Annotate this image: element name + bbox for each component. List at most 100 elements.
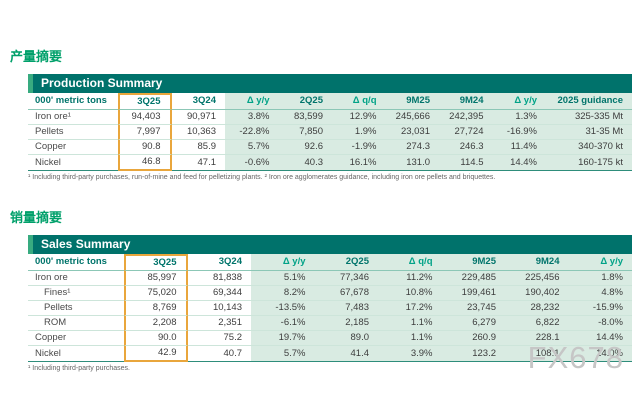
column-header: 3Q25 [124, 254, 188, 271]
table-row: Fines¹ 75,020 69,344 8.2% 67,678 10.8% 199,461… [28, 286, 632, 301]
value-cell: 81,838 [187, 271, 251, 286]
value-cell: 7,483 [314, 301, 378, 316]
value-cell: 1.3% [492, 110, 546, 125]
value-cell: 27,724 [439, 125, 493, 140]
row-label: Iron ore¹ [28, 110, 118, 125]
value-cell: 23,745 [441, 301, 505, 316]
value-cell: 114.5 [439, 155, 493, 171]
value-cell: 75,020 [124, 286, 188, 301]
row-label: ROM [28, 316, 124, 331]
column-header: Δ y/y [492, 93, 546, 110]
table-row: Pellets 8,769 10,143 -13.5% 7,483 17.2% 23,745… [28, 301, 632, 316]
value-cell: 67,678 [314, 286, 378, 301]
value-cell: 228.1 [505, 331, 569, 346]
value-cell: 1.1% [378, 331, 442, 346]
column-header: 9M24 [439, 93, 493, 110]
value-cell: -0.6% [225, 155, 279, 171]
value-cell: 7,850 [278, 125, 332, 140]
value-cell: 85.9 [171, 140, 225, 155]
table-row: Nickel 42.9 40.7 5.7% 41.4 3.9% 123.2 108.1 14.0… [28, 346, 632, 362]
value-cell: 3.8% [225, 110, 279, 125]
table-row: ROM 2,208 2,351 -6.1% 2,185 1.1% 6,279 6,822 -8.… [28, 316, 632, 331]
value-cell: 6,279 [441, 316, 505, 331]
row-label: Copper [28, 331, 124, 346]
production-summary-title: Production Summary [41, 76, 163, 90]
value-cell: 40.7 [187, 346, 251, 362]
value-cell: 12.9% [332, 110, 386, 125]
value-cell: 40.3 [278, 155, 332, 171]
value-cell: 6,822 [505, 316, 569, 331]
sales-summary-title-bar: Sales Summary [28, 235, 632, 254]
value-cell: 160-175 kt [546, 155, 632, 171]
column-header: 2Q25 [278, 93, 332, 110]
column-header: Δ y/y [225, 93, 279, 110]
value-cell: 90.8 [118, 140, 172, 155]
title-accent-bar [28, 235, 33, 254]
value-cell: 3.9% [378, 346, 442, 362]
value-cell: 14.4% [568, 331, 632, 346]
value-cell: -1.9% [332, 140, 386, 155]
column-header: 9M25 [385, 93, 439, 110]
production-section-heading-cn: 产量摘要 [10, 49, 63, 64]
value-cell: 2,351 [187, 316, 251, 331]
value-cell: 77,346 [314, 271, 378, 286]
value-cell: 11.4% [492, 140, 546, 155]
value-cell: 4.8% [568, 286, 632, 301]
column-header: 3Q24 [187, 254, 251, 271]
value-cell: -8.0% [568, 316, 632, 331]
column-header: 000' metric tons [28, 254, 124, 271]
column-header: 9M25 [441, 254, 505, 271]
value-cell: 69,344 [187, 286, 251, 301]
value-cell: 2,185 [314, 316, 378, 331]
value-cell: 274.3 [385, 140, 439, 155]
value-cell: 5.1% [251, 271, 315, 286]
value-cell: 260.9 [441, 331, 505, 346]
value-cell: 108.1 [505, 346, 569, 362]
value-cell: 41.4 [314, 346, 378, 362]
value-cell: -15.9% [568, 301, 632, 316]
value-cell: 123.2 [441, 346, 505, 362]
row-label: Nickel [28, 346, 124, 362]
column-header: 3Q24 [171, 93, 225, 110]
column-header: 2025 guidance [546, 93, 632, 110]
value-cell: 46.8 [118, 155, 172, 171]
value-cell: 1.1% [378, 316, 442, 331]
value-cell: 83,599 [278, 110, 332, 125]
watermark-fx678: FX678 [527, 340, 624, 375]
header-row: 000' metric tons 3Q25 3Q24 Δ y/y 2Q25 Δ q/q 9M… [28, 93, 632, 110]
value-cell: -13.5% [251, 301, 315, 316]
value-cell: -16.9% [492, 125, 546, 140]
value-cell: 85,997 [124, 271, 188, 286]
row-label: Iron ore [28, 271, 124, 286]
row-label: Fines¹ [28, 286, 124, 301]
value-cell: 242,395 [439, 110, 493, 125]
value-cell: 23,031 [385, 125, 439, 140]
value-cell: 42.9 [124, 346, 188, 362]
value-cell: -6.1% [251, 316, 315, 331]
value-cell: 94,403 [118, 110, 172, 125]
column-header: Δ q/q [378, 254, 442, 271]
value-cell: 8,769 [124, 301, 188, 316]
value-cell: 89.0 [314, 331, 378, 346]
table-row: Iron ore 85,997 81,838 5.1% 77,346 11.2% 229,4… [28, 271, 632, 286]
column-header: 9M24 [505, 254, 569, 271]
value-cell: 10.8% [378, 286, 442, 301]
table-row: Pellets 7,997 10,363 -22.8% 7,850 1.9% 23,031 2… [28, 125, 632, 140]
column-header: Δ q/q [332, 93, 386, 110]
header-row: 000' metric tons 3Q25 3Q24 Δ y/y 2Q25 Δ q/q 9M… [28, 254, 632, 271]
value-cell: 1.8% [568, 271, 632, 286]
sales-summary-title: Sales Summary [41, 237, 131, 251]
value-cell: 246.3 [439, 140, 493, 155]
sales-footnote: ¹ Including third-party purchases. [28, 365, 130, 372]
value-cell: 1.9% [332, 125, 386, 140]
value-cell: 7,997 [118, 125, 172, 140]
value-cell: 325-335 Mt [546, 110, 632, 125]
row-label: Nickel [28, 155, 118, 171]
production-footnote: ¹ Including third-party purchases, run-o… [28, 174, 496, 181]
value-cell: 245,666 [385, 110, 439, 125]
value-cell: 131.0 [385, 155, 439, 171]
column-header: 2Q25 [314, 254, 378, 271]
value-cell: 16.1% [332, 155, 386, 171]
value-cell: 28,232 [505, 301, 569, 316]
value-cell: 17.2% [378, 301, 442, 316]
